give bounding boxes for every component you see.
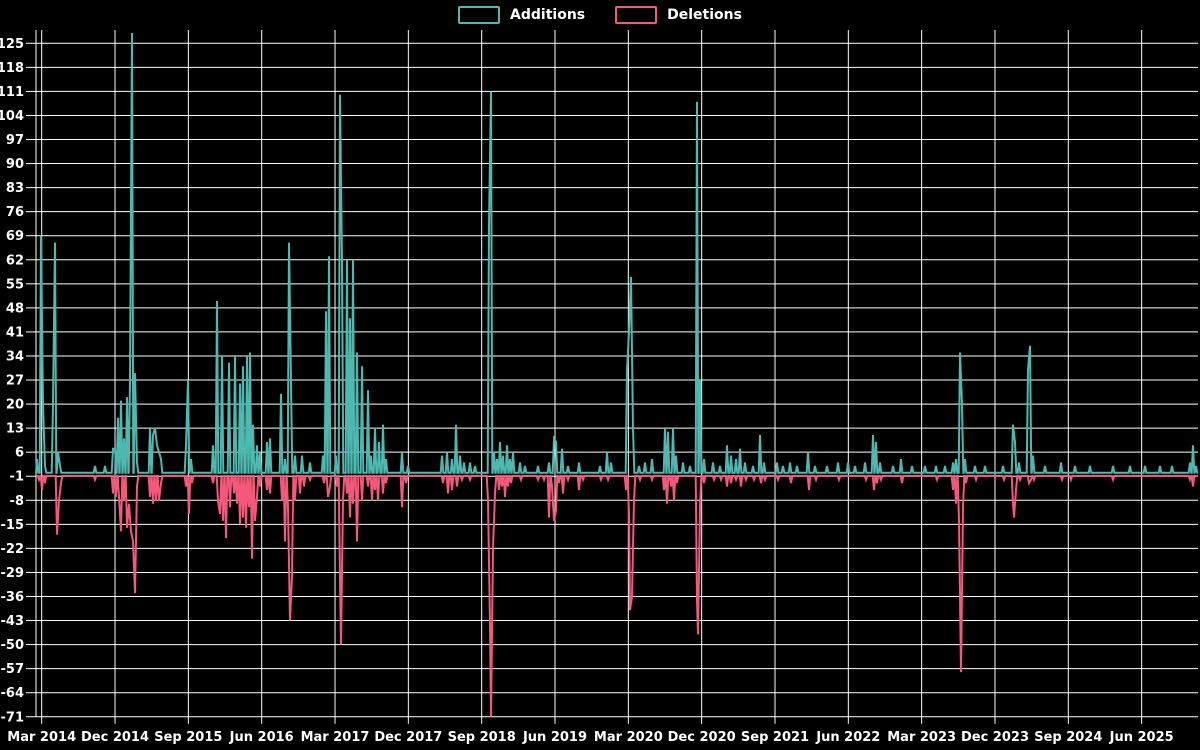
- x-tick-label: Dec 2014: [81, 730, 149, 745]
- x-tick-label: Dec 2017: [374, 730, 442, 745]
- x-tick-label: Sep 2015: [154, 730, 222, 745]
- legend-item-deletions[interactable]: Deletions: [615, 6, 742, 24]
- y-tick-label: -43: [1, 614, 25, 629]
- x-tick-label: Jun 2022: [815, 730, 880, 745]
- additions-swatch-icon: [458, 6, 501, 24]
- y-tick-label: -50: [1, 638, 25, 653]
- y-tick-label: 125: [0, 37, 24, 52]
- y-tick-label: -22: [1, 542, 25, 557]
- x-tick-label: Jun 2016: [229, 730, 294, 745]
- y-tick-label: -71: [1, 710, 25, 725]
- label-layer: 125 118 111 104 97 90 83 76 69 62 55 48 41 34 27 20 13 6 -…: [0, 37, 1174, 745]
- x-tick-label: Mar 2014: [7, 730, 76, 745]
- y-tick-label: -57: [1, 662, 25, 677]
- y-tick-label: 6: [15, 446, 24, 461]
- additions-line: [35, 32, 1199, 474]
- y-tick-label: -36: [1, 590, 25, 605]
- x-tick-label: Sep 2024: [1034, 730, 1102, 745]
- y-tick-label: 76: [6, 205, 24, 220]
- x-tick-label: Mar 2023: [887, 730, 956, 745]
- y-tick-label: -8: [10, 494, 24, 509]
- x-tick-label: Jun 2019: [522, 730, 587, 745]
- y-tick-label: 13: [6, 422, 24, 437]
- deletions-swatch-icon: [615, 6, 658, 24]
- x-tick-label: Mar 2020: [594, 730, 663, 745]
- y-tick-label: -29: [1, 566, 25, 581]
- x-tick-label: Mar 2017: [301, 730, 370, 745]
- y-tick-label: 118: [0, 61, 24, 76]
- chart-legend: Additions Deletions: [0, 6, 1200, 24]
- x-tick-label: Jun 2025: [1109, 730, 1174, 745]
- y-tick-label: -15: [1, 518, 25, 533]
- y-tick-label: -64: [1, 686, 25, 701]
- deletions-line: [36, 474, 1198, 717]
- y-tick-label: 90: [6, 157, 24, 172]
- y-tick-label: 83: [6, 181, 24, 196]
- series-layer: [35, 32, 1199, 717]
- y-tick-label: 34: [6, 349, 24, 364]
- y-tick-label: 20: [6, 398, 24, 413]
- y-tick-label: 104: [0, 109, 24, 124]
- axis-layer: [26, 30, 1143, 724]
- grid-layer: [36, 30, 1198, 718]
- x-tick-label: Sep 2018: [448, 730, 516, 745]
- x-tick-label: Dec 2020: [668, 730, 736, 745]
- y-tick-label: 111: [0, 85, 24, 100]
- x-tick-label: Dec 2023: [961, 730, 1029, 745]
- y-tick-label: 55: [6, 277, 24, 292]
- y-tick-label: -1: [10, 470, 24, 485]
- x-tick-label: Sep 2021: [741, 730, 809, 745]
- y-tick-label: 62: [6, 253, 24, 268]
- y-tick-label: 27: [6, 374, 24, 389]
- legend-label-deletions: Deletions: [667, 7, 742, 23]
- legend-label-additions: Additions: [510, 7, 586, 23]
- y-tick-label: 97: [6, 133, 24, 148]
- y-tick-label: 41: [6, 325, 24, 340]
- legend-item-additions[interactable]: Additions: [458, 6, 585, 24]
- y-tick-label: 69: [6, 229, 24, 244]
- y-tick-label: 48: [6, 301, 24, 316]
